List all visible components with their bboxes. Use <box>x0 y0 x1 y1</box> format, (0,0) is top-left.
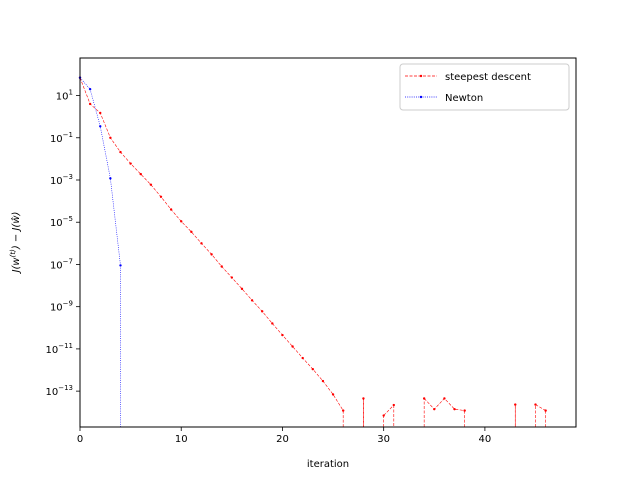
data-point-steepest-descent <box>230 276 234 279</box>
plot-area-frame <box>79 57 577 428</box>
data-point-steepest-descent <box>281 333 284 337</box>
data-point-steepest-descent <box>88 102 92 106</box>
data-point-newton <box>119 264 122 267</box>
y-tick-label: 10−9 <box>50 300 73 314</box>
data-point-steepest-descent <box>109 136 112 139</box>
data-point-steepest-descent <box>220 265 223 268</box>
y-tick-label: 10−5 <box>50 215 73 229</box>
data-point-steepest-descent <box>341 409 345 412</box>
y-tick-label: 10−11 <box>45 342 73 356</box>
data-point-steepest-descent <box>311 367 315 371</box>
y-tick-label: 10−7 <box>50 257 73 271</box>
data-point-steepest-descent <box>129 162 132 165</box>
data-point-steepest-descent <box>291 345 294 348</box>
data-point-steepest-descent <box>331 393 335 396</box>
x-axis-label: iteration <box>307 459 349 470</box>
data-point-steepest-descent <box>200 242 203 245</box>
data-point-steepest-descent <box>180 220 183 223</box>
series-line-steepest-descent <box>535 404 546 411</box>
data-point-steepest-descent <box>159 195 163 198</box>
data-point-steepest-descent <box>210 253 213 256</box>
x-tick-label: 0 <box>77 434 83 445</box>
y-tick-label: 101 <box>56 89 73 103</box>
data-point-steepest-descent <box>433 407 436 411</box>
x-tick-label: 40 <box>479 434 492 445</box>
data-point-steepest-descent <box>169 208 173 211</box>
legend-marker-newton <box>419 95 423 99</box>
data-point-newton <box>109 177 112 180</box>
y-tick-label: 10−3 <box>50 173 73 187</box>
data-point-steepest-descent <box>321 379 325 383</box>
data-point-steepest-descent <box>261 310 264 313</box>
legend: steepest descent Newton <box>399 63 570 111</box>
y-tick-label: 10−13 <box>45 384 73 398</box>
data-point-steepest-descent <box>190 230 193 234</box>
data-point-steepest-descent <box>422 397 426 400</box>
legend-marker-steepest-descent <box>419 74 423 78</box>
y-tick-label: 10−1 <box>50 131 73 145</box>
data-point-steepest-descent <box>544 409 547 412</box>
legend-label-newton: Newton <box>445 93 483 104</box>
data-point-steepest-descent <box>514 403 517 406</box>
data-point-steepest-descent <box>149 183 153 186</box>
data-point-newton <box>99 125 102 128</box>
x-tick-label: 20 <box>276 434 289 445</box>
data-point-steepest-descent <box>301 356 304 360</box>
legend-box <box>399 63 570 111</box>
data-point-steepest-descent <box>271 322 274 325</box>
series-line-steepest-descent <box>383 404 395 416</box>
data-point-steepest-descent <box>463 409 466 412</box>
y-axis-label: J(w(t)) − J(ŵ) <box>9 212 22 275</box>
data-point-newton <box>88 87 92 91</box>
data-point-steepest-descent <box>139 172 142 176</box>
x-tick-label: 10 <box>175 434 188 445</box>
data-point-steepest-descent <box>362 397 365 400</box>
data-point-steepest-descent <box>250 299 254 302</box>
legend-label-steepest-descent: steepest descent <box>445 72 531 83</box>
data-point-steepest-descent <box>453 407 456 411</box>
data-point-steepest-descent <box>119 150 122 154</box>
data-point-steepest-descent <box>443 397 446 400</box>
plot-lines <box>78 76 547 427</box>
data-point-steepest-descent <box>240 287 244 291</box>
data-point-steepest-descent <box>382 414 385 417</box>
y-axis: 101 10−1 10−3 10−5 10−7 10−9 10−11 10−13 <box>45 89 80 398</box>
x-tick-label: 30 <box>377 434 390 445</box>
data-point-steepest-descent <box>534 403 537 406</box>
x-axis: 0 10 20 30 40 <box>77 427 491 445</box>
data-point-steepest-descent <box>392 403 395 407</box>
data-point-steepest-descent <box>99 111 102 115</box>
